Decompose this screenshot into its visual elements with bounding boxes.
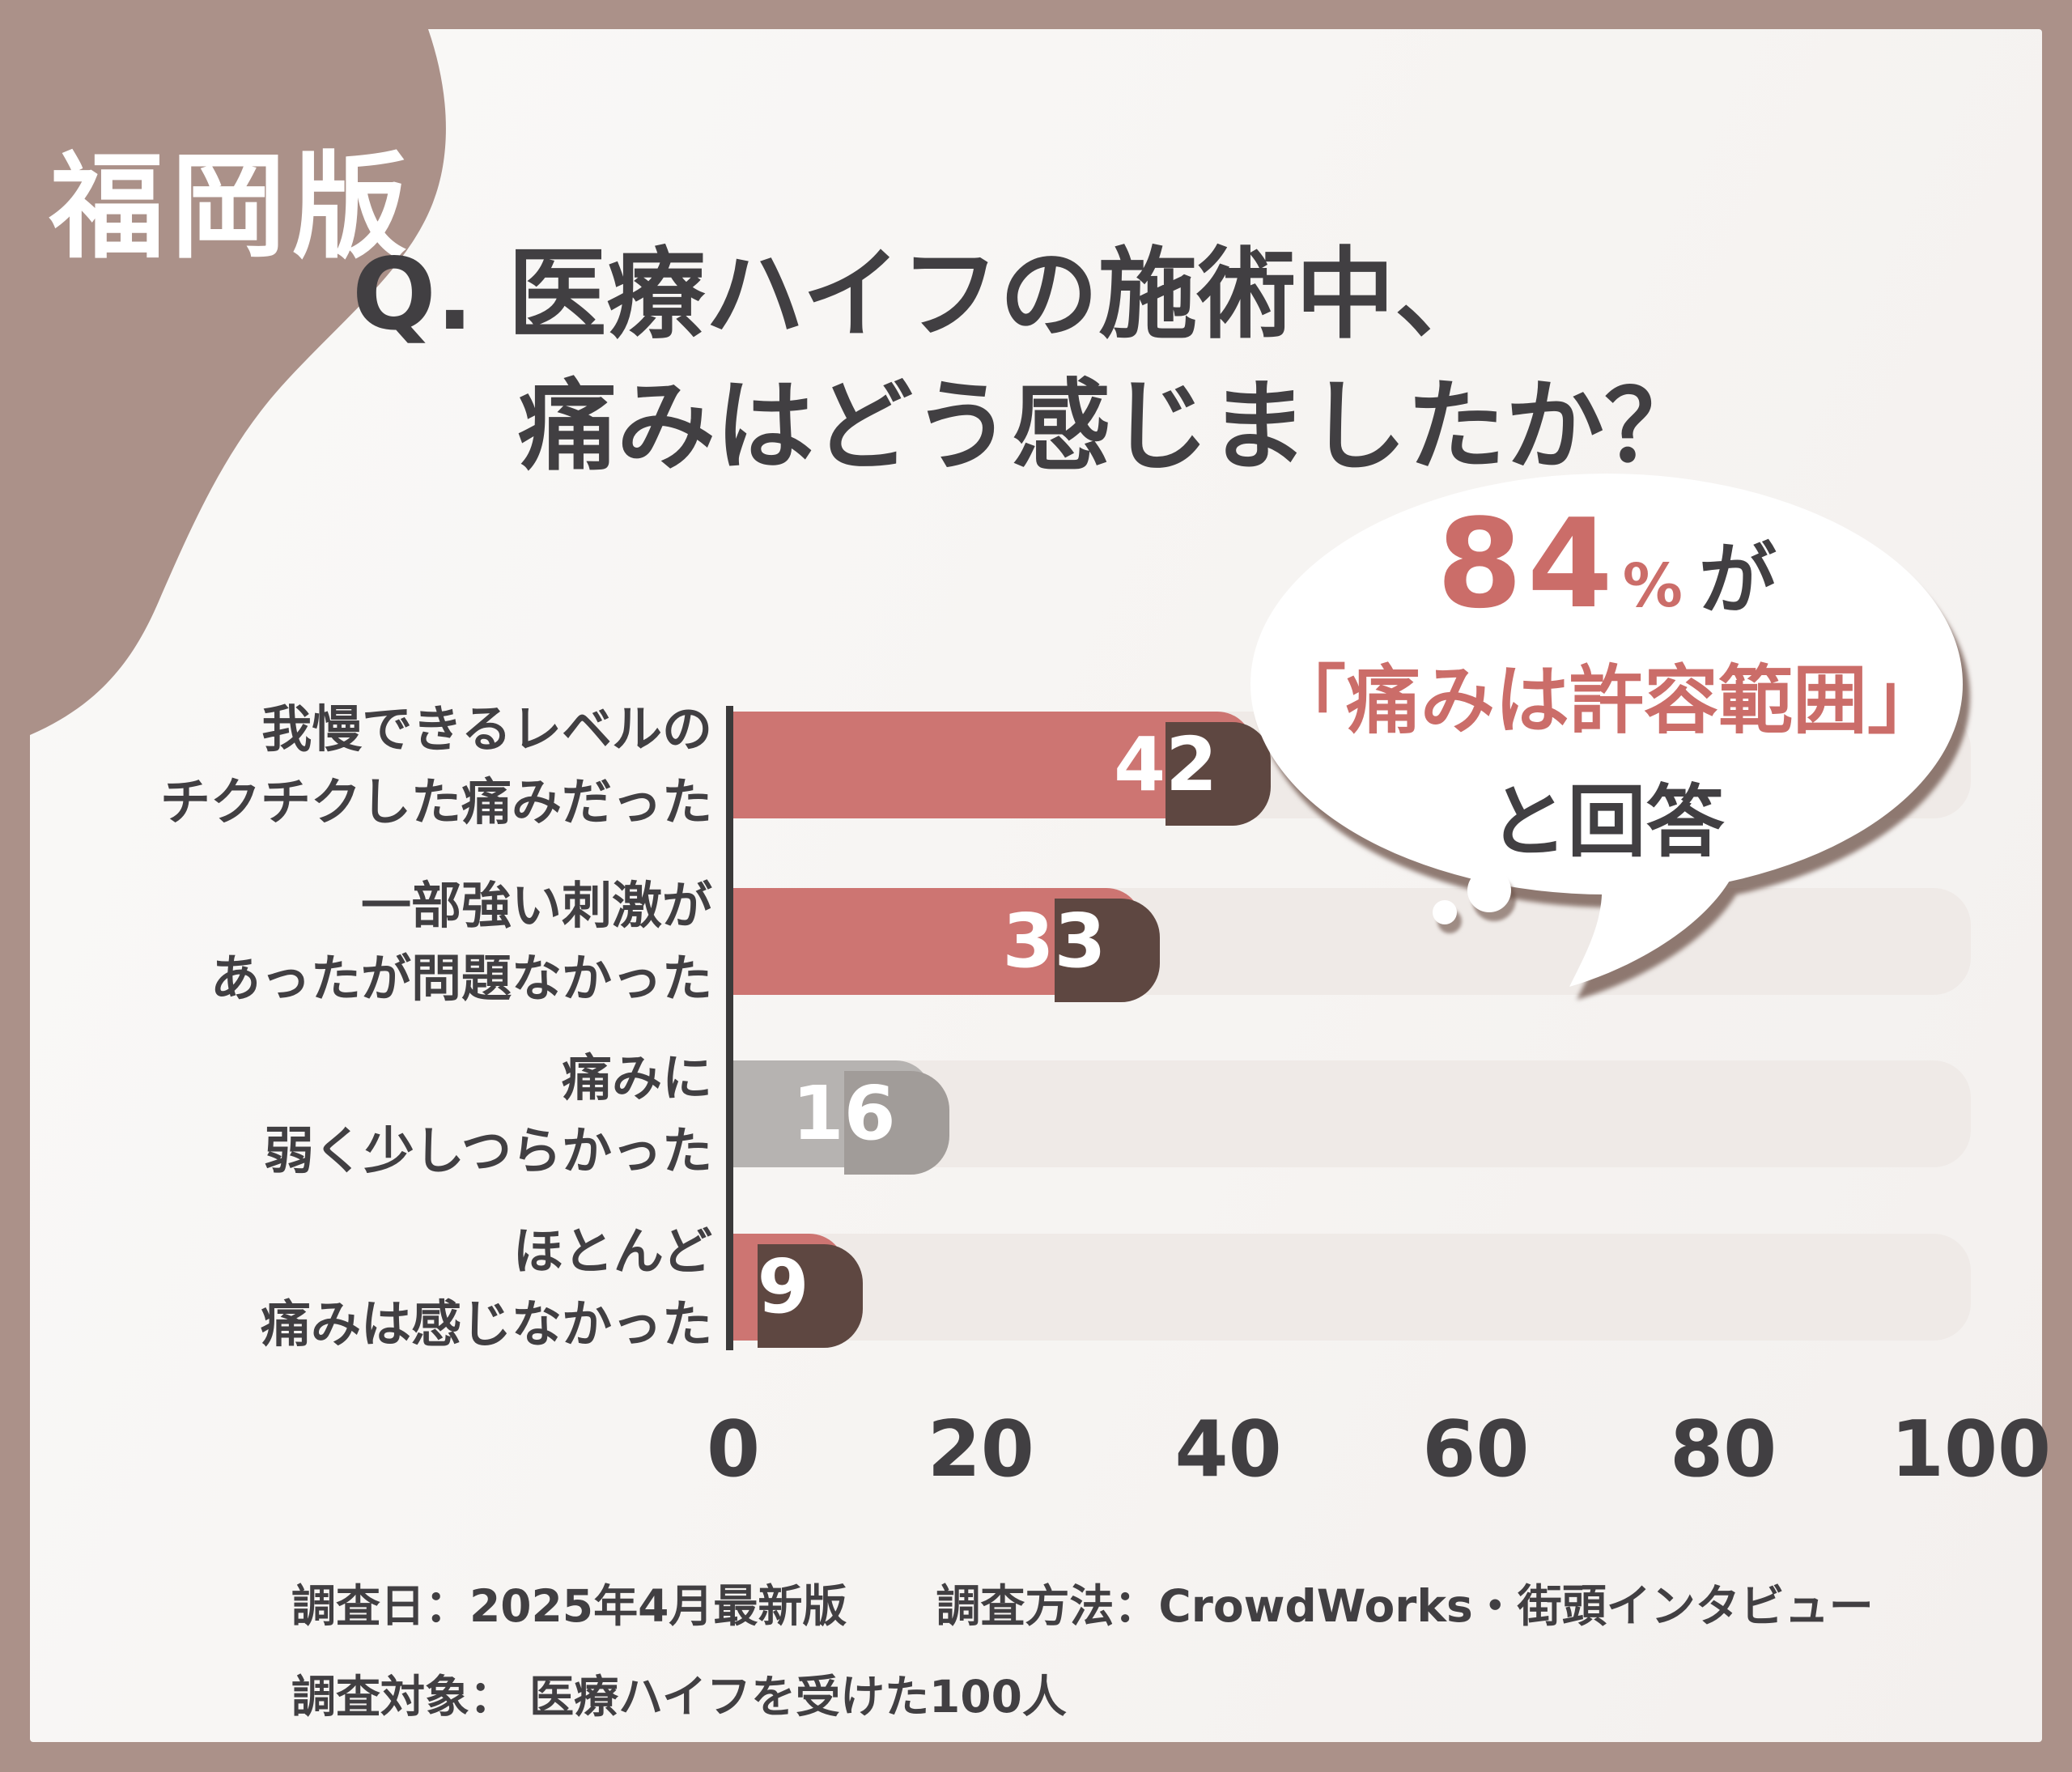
category-label-strong-but-ok: 一部強い刺激が あったが問題なかった [210, 869, 712, 1015]
category-label-sensitive-hard: 痛みに 弱く少しつらかった [264, 1042, 712, 1188]
stat-particle: が [1698, 533, 1777, 625]
x-tick-20: 20 [927, 1405, 1034, 1494]
x-tick-60: 60 [1422, 1405, 1530, 1494]
survey-meta: 調査日：2025年4月最新版 調査方法：CrowdWorks・街頭インタビュー … [291, 1561, 1874, 1742]
chart-row: 16 [733, 1060, 1982, 1175]
bar-tolerable-prickling: 42 [733, 712, 1272, 826]
corner-blob-shape [30, 29, 446, 735]
bar-strong-but-ok: 33 [733, 888, 1160, 1002]
bar-value-label: 42 [1114, 721, 1218, 808]
y-axis-line [726, 706, 733, 1350]
category-label-line: 痛みに [561, 1048, 712, 1107]
category-label-line: 一部強い刺激が [360, 876, 712, 935]
category-label-line: あったが問題なかった [210, 948, 712, 1008]
thought-dot-small [1433, 900, 1457, 924]
x-tick-80: 80 [1670, 1405, 1777, 1494]
category-label-line: 我慢できるレベルの [261, 699, 712, 759]
title-line-2: 痛みはどう感じましたか？ [518, 369, 1703, 485]
survey-meta-line-1: 調査日：2025年4月最新版 調査方法：CrowdWorks・街頭インタビュー [291, 1580, 1874, 1632]
chart-row: 42 [733, 712, 1982, 827]
chart-row: 9 [733, 1234, 1982, 1349]
bar-value-label: 16 [792, 1070, 896, 1157]
category-label-line: 痛みは感じなかった [260, 1294, 712, 1353]
title-line-1: Q. 医療ハイフの施術中、 [351, 237, 1494, 352]
stat-percentage: 84 [1437, 491, 1618, 635]
bar-value-label: 33 [1002, 898, 1106, 984]
x-tick-0: 0 [706, 1405, 761, 1494]
category-label-line: チクチクした痛みだった [159, 771, 712, 831]
category-label-almost-no-pain: ほとんど 痛みは感じなかった [261, 1215, 712, 1361]
percent-sign: % [1622, 550, 1683, 621]
bar-chart: 42 33 16 9 [726, 706, 1982, 1350]
x-tick-100: 100 [1890, 1405, 2052, 1494]
bar-value-label: 9 [757, 1243, 809, 1330]
bar-almost-no-pain: 9 [733, 1234, 863, 1348]
category-label-line: 弱く少しつらかった [263, 1120, 712, 1180]
x-tick-40: 40 [1174, 1405, 1282, 1494]
survey-meta-line-2: 調査対象： 医療ハイフを受けた100人 [291, 1671, 1067, 1723]
content-panel: 福岡版 Q. 医療ハイフの施術中、 痛みはどう感じましたか？ 84 % が 「痛… [30, 29, 2051, 1742]
category-label-line: ほとんど [512, 1222, 712, 1281]
thought-dot-large [1467, 869, 1511, 912]
category-label-tolerable-prickling: 我慢できるレベルの チクチクした痛みだった [160, 693, 712, 839]
page-title: Q. 医療ハイフの施術中、 痛みはどう感じましたか？ [30, 229, 2042, 494]
stat-line: 84 % が [1437, 492, 1777, 635]
x-axis-ticks: 0 20 40 60 80 100 [707, 1405, 2051, 1511]
bar-sensitive-hard: 16 [733, 1060, 949, 1175]
bar-track [733, 1234, 1982, 1349]
chart-row: 33 [733, 888, 1982, 1003]
region-badge: 福岡版 [49, 141, 414, 274]
